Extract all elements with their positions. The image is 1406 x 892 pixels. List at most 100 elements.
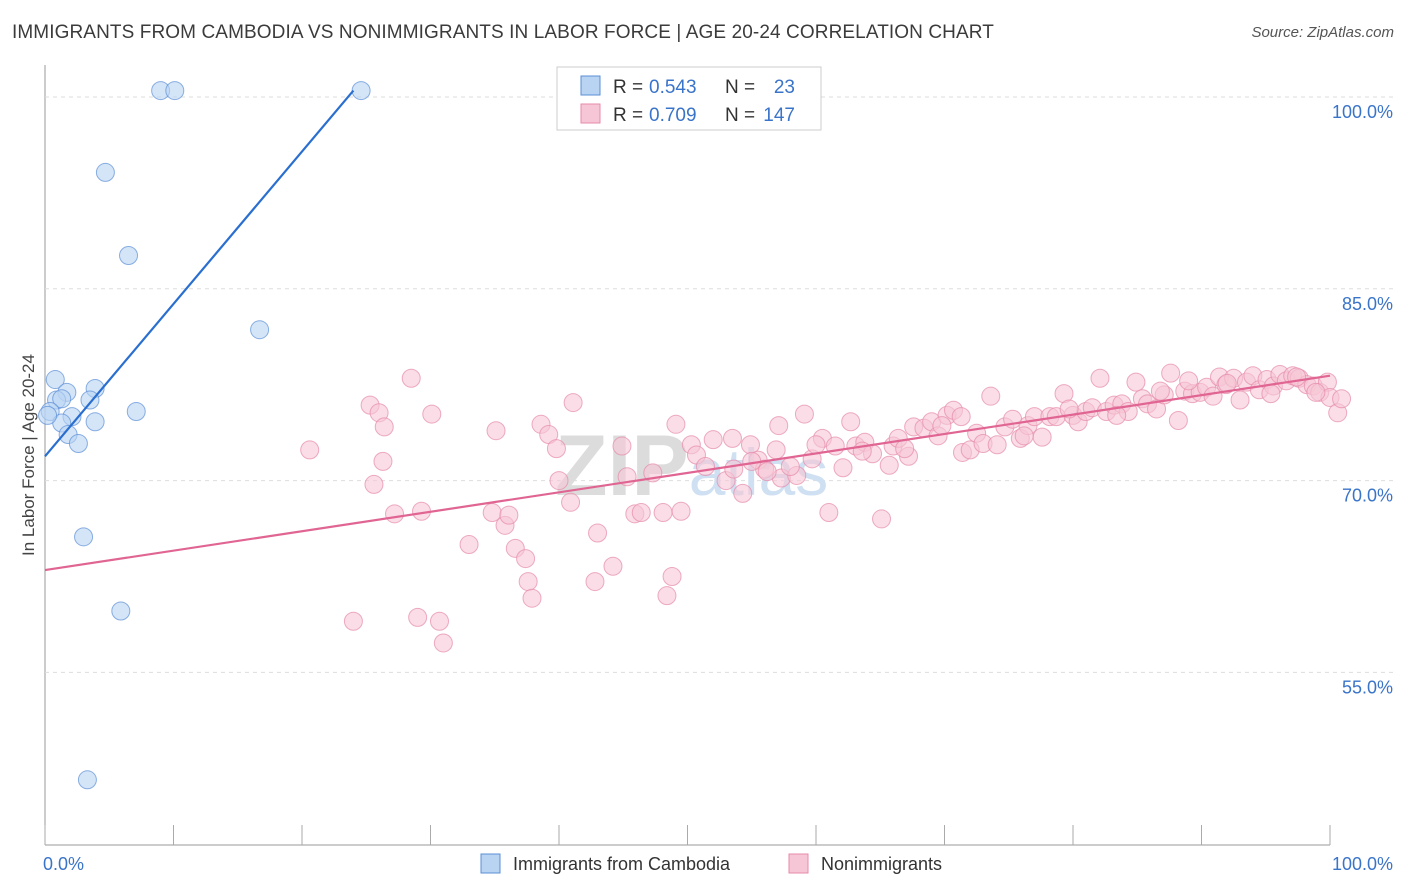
data-point <box>85 412 105 432</box>
data-point <box>1107 405 1127 425</box>
data-point <box>819 503 839 523</box>
data-point <box>603 556 623 576</box>
data-point <box>385 504 405 524</box>
data-point <box>766 440 786 460</box>
data-point <box>95 162 115 182</box>
data-point <box>1150 381 1170 401</box>
data-point <box>45 370 65 390</box>
data-point <box>486 421 506 441</box>
data-point <box>343 611 363 631</box>
stats-n-value: 23 <box>774 77 795 98</box>
nonimmigrant-trend-line <box>44 374 1331 572</box>
data-point <box>1126 372 1146 392</box>
data-point <box>1014 426 1034 446</box>
data-point <box>563 393 583 413</box>
data-point <box>111 601 131 621</box>
data-point <box>300 440 320 460</box>
stats-n-label: N = <box>725 105 755 126</box>
stats-r-value: 0.709 <box>649 105 697 126</box>
data-point <box>981 386 1001 406</box>
data-point <box>1306 382 1326 402</box>
data-point <box>769 416 789 436</box>
data-point <box>250 320 270 340</box>
data-point <box>733 483 753 503</box>
data-point <box>1217 373 1237 393</box>
data-point <box>518 572 538 592</box>
data-point <box>724 459 744 479</box>
y-tick-label: 70.0% <box>1342 486 1393 506</box>
data-point <box>68 433 88 453</box>
data-point <box>546 439 566 459</box>
data-point <box>80 390 100 410</box>
data-point <box>794 404 814 424</box>
data-point <box>1090 368 1110 388</box>
stats-r-label: R = <box>613 77 643 98</box>
data-point <box>364 474 384 494</box>
stats-n-value: 147 <box>763 105 795 126</box>
y-tick-label: 55.0% <box>1342 677 1393 697</box>
data-point <box>951 407 971 427</box>
data-point <box>585 572 605 592</box>
data-point <box>119 246 139 266</box>
data-point <box>588 523 608 543</box>
data-point <box>780 457 800 477</box>
data-point <box>38 405 58 425</box>
data-point <box>52 389 72 409</box>
data-point <box>666 414 686 434</box>
data-point <box>165 81 185 101</box>
cambodia-trend-line <box>44 89 355 457</box>
data-point <box>657 586 677 606</box>
data-point <box>703 430 723 450</box>
data-point <box>499 505 519 525</box>
stats-n-label: N = <box>725 77 755 98</box>
stats-r-label: R = <box>613 105 643 126</box>
data-point <box>671 501 691 521</box>
data-point <box>1287 367 1307 387</box>
data-point <box>77 770 97 790</box>
data-point <box>374 417 394 437</box>
stats-swatch <box>580 103 601 124</box>
data-point <box>653 503 673 523</box>
data-point <box>561 492 581 512</box>
data-point <box>1179 371 1199 391</box>
data-point <box>516 549 536 569</box>
data-point <box>631 503 651 523</box>
data-point <box>429 611 449 631</box>
data-point <box>74 527 94 547</box>
data-point <box>722 428 742 448</box>
data-point <box>1332 389 1352 409</box>
nonimmigrant-points <box>300 363 1352 653</box>
source-label: Source: ZipAtlas.com <box>1251 24 1394 41</box>
data-point <box>433 633 453 653</box>
chart-title: IMMIGRANTS FROM CAMBODIA VS NONIMMIGRANT… <box>12 22 994 43</box>
cambodia-points <box>38 81 371 790</box>
data-point <box>126 402 146 422</box>
data-point <box>522 588 542 608</box>
legend-swatch <box>788 853 809 874</box>
data-point <box>1168 410 1188 430</box>
data-point <box>351 81 371 101</box>
stats-swatch <box>580 75 601 96</box>
data-point <box>373 451 393 471</box>
data-point <box>841 412 861 432</box>
x-tick-label: 100.0% <box>1332 854 1393 874</box>
data-point <box>662 566 682 586</box>
data-point <box>872 509 892 529</box>
data-point <box>987 435 1007 455</box>
data-point <box>932 416 952 436</box>
data-point <box>549 471 569 491</box>
stats-r-value: 0.543 <box>649 77 697 98</box>
data-point <box>757 462 777 482</box>
data-point <box>695 457 715 477</box>
legend-label: Nonimmigrants <box>821 854 942 874</box>
y-tick-label: 85.0% <box>1342 294 1393 314</box>
data-point <box>612 436 632 456</box>
data-point <box>806 435 826 455</box>
stats-box <box>556 66 822 131</box>
data-point <box>1261 384 1281 404</box>
data-point <box>879 455 899 475</box>
data-point <box>1230 390 1250 410</box>
data-point <box>401 368 421 388</box>
data-point <box>1161 363 1181 383</box>
